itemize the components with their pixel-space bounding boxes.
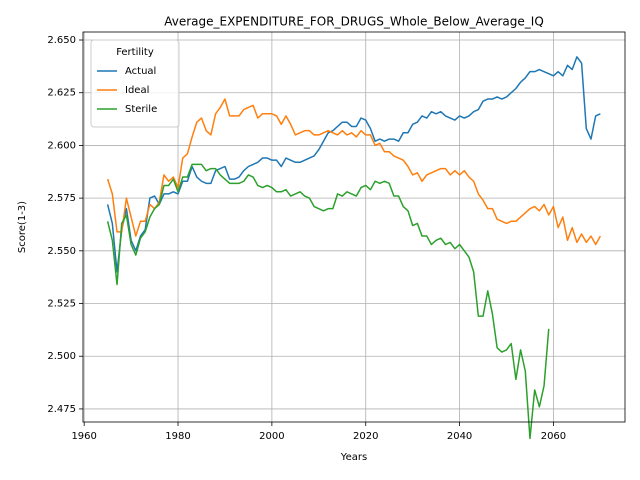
legend-box xyxy=(90,39,180,128)
y-tick-label: 2.475 xyxy=(47,404,76,415)
y-tick-label: 2.625 xyxy=(47,88,76,99)
plot-frame xyxy=(82,31,626,423)
series-line xyxy=(106,163,550,440)
chart-title: Average_EXPENDITURE_FOR_DRUGS_Whole_Belo… xyxy=(164,15,544,29)
legend: Fertility Actual Ideal Sterile xyxy=(90,39,180,128)
x-tick-label: 2020 xyxy=(353,431,378,442)
x-tick-label: 1980 xyxy=(165,431,190,442)
legend-label: Sterile xyxy=(125,104,157,115)
x-tick-label: 2040 xyxy=(447,431,472,442)
x-axis-label: Years xyxy=(340,452,367,463)
y-axis-label: Score(1-3) xyxy=(17,201,28,253)
y-tick-label: 2.650 xyxy=(47,35,76,46)
y-tick-label: 2.600 xyxy=(47,140,76,151)
legend-label: Actual xyxy=(125,66,156,77)
y-tick-label: 2.575 xyxy=(47,193,76,204)
y-tick-label: 2.550 xyxy=(47,246,76,257)
series-line xyxy=(106,56,601,273)
series-line xyxy=(106,98,602,246)
x-tick-label: 2060 xyxy=(541,431,566,442)
legend-label: Ideal xyxy=(125,85,149,96)
legend-title: Fertility xyxy=(116,47,154,58)
y-tick-label: 2.500 xyxy=(47,351,76,362)
x-tick-label: 1960 xyxy=(71,431,96,442)
x-tick-label: 2000 xyxy=(259,431,284,442)
y-tick-label: 2.525 xyxy=(47,299,76,310)
